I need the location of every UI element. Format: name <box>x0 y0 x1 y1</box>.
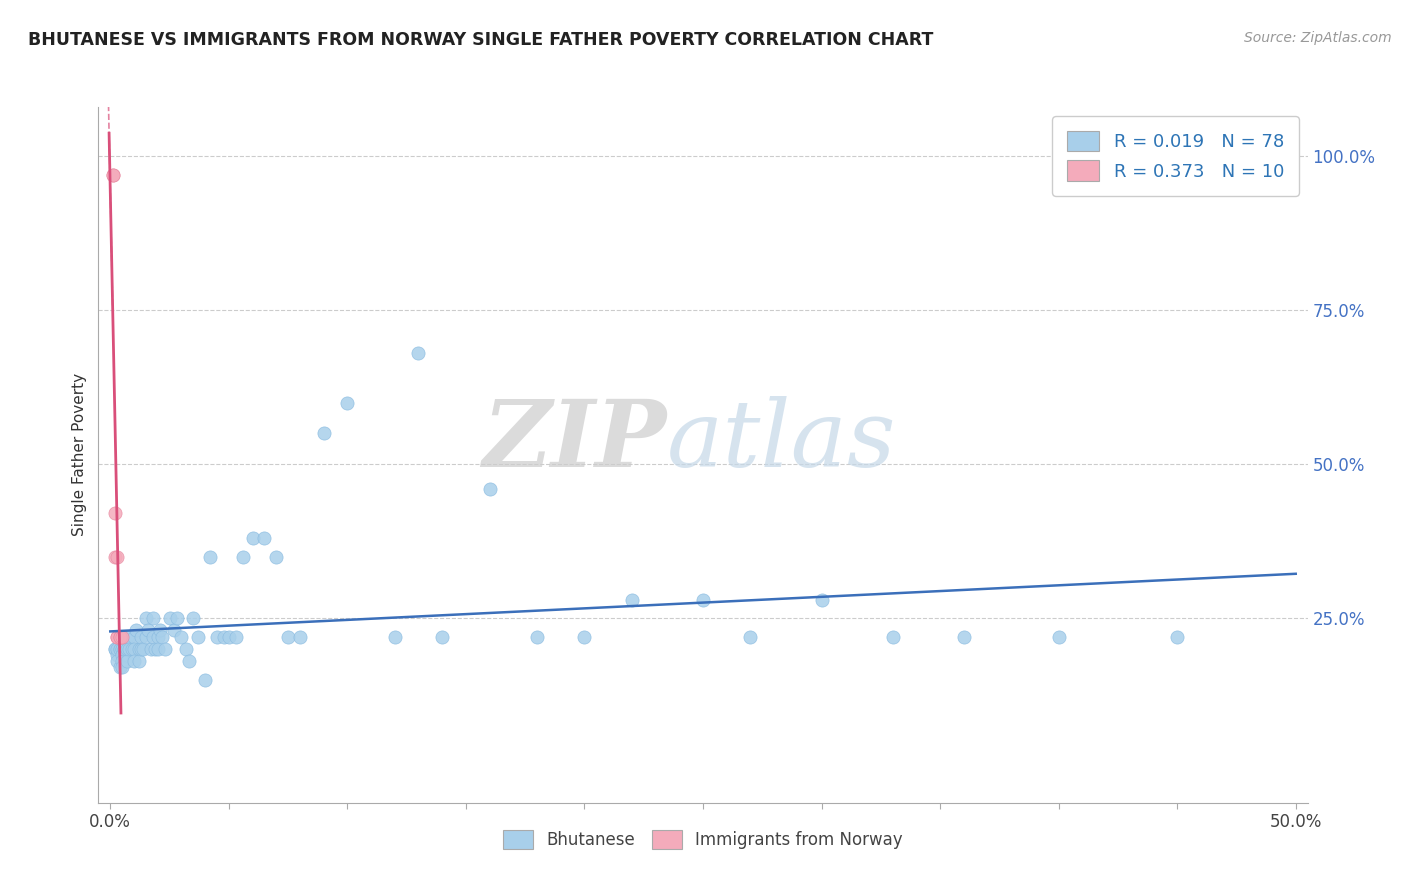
Point <box>114 641 136 656</box>
Point <box>118 630 141 644</box>
Point <box>740 630 762 644</box>
Point <box>129 641 152 656</box>
Point <box>177 654 200 668</box>
Point <box>114 641 136 656</box>
Point <box>111 641 134 656</box>
Point <box>101 168 124 182</box>
Point <box>478 482 501 496</box>
Point <box>1047 630 1070 644</box>
Point <box>128 641 150 656</box>
Y-axis label: Single Father Poverty: Single Father Poverty <box>72 374 87 536</box>
Point <box>198 549 221 564</box>
Point <box>104 549 127 564</box>
Point <box>384 630 406 644</box>
Point <box>232 549 254 564</box>
Point <box>288 630 311 644</box>
Point <box>312 426 335 441</box>
Point <box>149 624 172 638</box>
Point <box>264 549 287 564</box>
Point <box>108 660 131 674</box>
Point <box>115 641 138 656</box>
Point <box>205 630 228 644</box>
Point <box>108 641 131 656</box>
Point <box>218 630 240 644</box>
Point <box>408 346 430 360</box>
Point <box>526 630 548 644</box>
Point <box>170 630 193 644</box>
Point <box>174 641 197 656</box>
Point <box>115 630 138 644</box>
Point <box>104 641 127 656</box>
Point <box>142 611 165 625</box>
Legend: Bhutanese, Immigrants from Norway: Bhutanese, Immigrants from Norway <box>495 822 911 857</box>
Point <box>253 531 276 545</box>
Point <box>108 641 131 656</box>
Point <box>105 630 128 644</box>
Point <box>122 641 145 656</box>
Point <box>101 168 124 182</box>
Point <box>115 654 138 668</box>
Point <box>181 611 204 625</box>
Point <box>620 592 643 607</box>
Point <box>142 630 165 644</box>
Point <box>105 654 128 668</box>
Point <box>194 673 217 687</box>
Point <box>105 648 128 662</box>
Point <box>111 648 134 662</box>
Point <box>135 630 157 644</box>
Point <box>242 531 264 545</box>
Point <box>187 630 209 644</box>
Point <box>118 641 141 656</box>
Point <box>125 624 148 638</box>
Point <box>104 641 127 656</box>
Point <box>336 395 359 409</box>
Point <box>122 630 145 644</box>
Point <box>1166 630 1188 644</box>
Point <box>108 630 131 644</box>
Point <box>432 630 454 644</box>
Point <box>108 630 131 644</box>
Point <box>104 507 127 521</box>
Point <box>166 611 188 625</box>
Point <box>122 654 145 668</box>
Point <box>111 654 134 668</box>
Point <box>146 641 169 656</box>
Point <box>152 630 174 644</box>
Point <box>121 641 143 656</box>
Point <box>111 641 134 656</box>
Point <box>225 630 247 644</box>
Point <box>146 630 169 644</box>
Point <box>111 660 134 674</box>
Point <box>159 611 181 625</box>
Point <box>574 630 596 644</box>
Point <box>952 630 974 644</box>
Point <box>143 641 166 656</box>
Point <box>129 630 152 644</box>
Point <box>111 630 134 644</box>
Point <box>135 611 157 625</box>
Point <box>105 630 128 644</box>
Point <box>128 654 150 668</box>
Text: Source: ZipAtlas.com: Source: ZipAtlas.com <box>1244 31 1392 45</box>
Point <box>105 641 128 656</box>
Text: atlas: atlas <box>666 396 896 486</box>
Point <box>692 592 714 607</box>
Point <box>212 630 235 644</box>
Point <box>139 641 162 656</box>
Point <box>277 630 299 644</box>
Text: BHUTANESE VS IMMIGRANTS FROM NORWAY SINGLE FATHER POVERTY CORRELATION CHART: BHUTANESE VS IMMIGRANTS FROM NORWAY SING… <box>28 31 934 49</box>
Point <box>105 549 128 564</box>
Point <box>136 624 159 638</box>
Point <box>132 641 155 656</box>
Point <box>153 641 176 656</box>
Point <box>882 630 904 644</box>
Point <box>810 592 832 607</box>
Text: ZIP: ZIP <box>482 396 666 486</box>
Point <box>163 624 186 638</box>
